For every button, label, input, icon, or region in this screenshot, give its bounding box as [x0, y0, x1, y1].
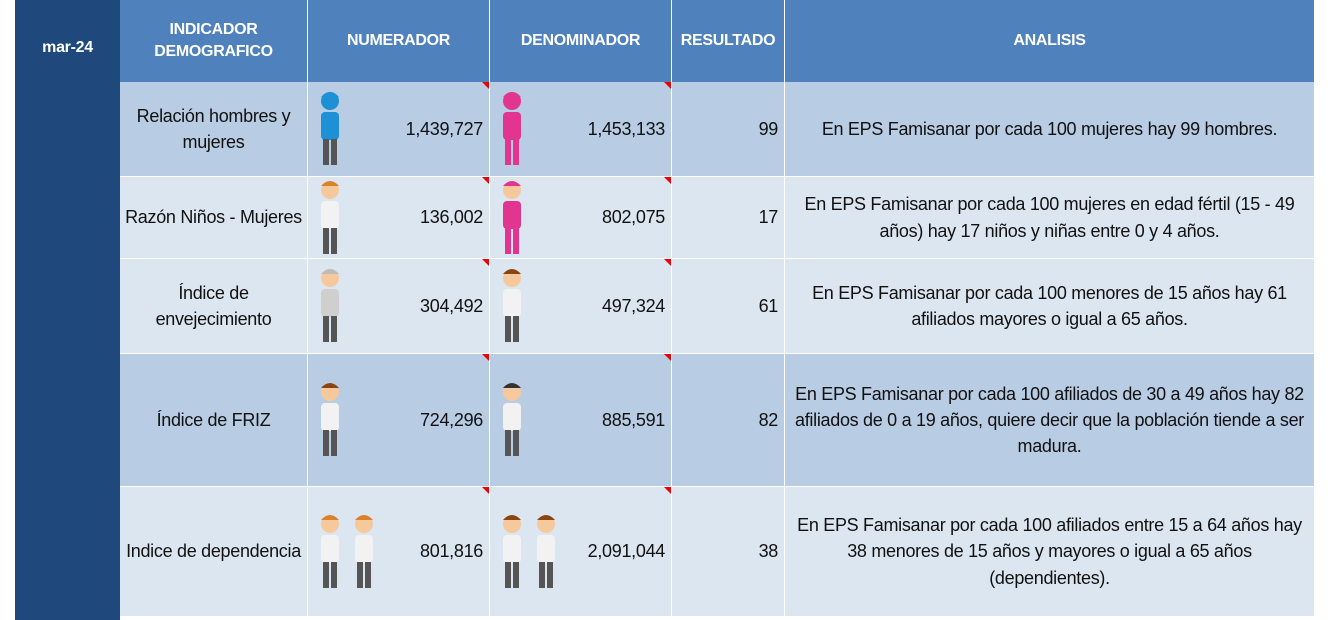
numerator: 1,439,727 [308, 82, 490, 177]
header-cell: NUMERADOR [308, 0, 490, 82]
numerator-text: 724,296 [420, 409, 483, 430]
icon [321, 180, 339, 254]
indicator-text: Razón Niños - Mujeres [125, 207, 302, 228]
comment-marker [664, 82, 671, 89]
comment-marker [664, 354, 671, 361]
comment-marker [664, 259, 671, 266]
indicator: Indice de dependencia [120, 487, 308, 617]
header-cell: ANALISIS [785, 0, 1315, 82]
analysis: En EPS Famisanar por cada 100 menores de… [785, 259, 1315, 354]
header-cell-text: INDICADOR DEMOGRAFICO [154, 20, 273, 60]
numerator-text: 1,439,727 [405, 118, 484, 139]
denominator: 497,324 [490, 259, 672, 354]
analysis-text: En EPS Famisanar por cada 100 mujeres ha… [821, 118, 1278, 139]
analysis: En EPS Famisanar por cada 100 mujeres en… [785, 177, 1315, 259]
analysis: En EPS Famisanar por cada 100 afiliados … [785, 487, 1315, 617]
numerator-text: 136,002 [420, 207, 483, 228]
result: 17 [672, 177, 785, 259]
indicator-text: Índice de envejecimiento [155, 282, 272, 329]
indicator: Relación hombres y mujeres [120, 82, 308, 177]
numerator-text: 801,816 [420, 541, 483, 562]
result: 99 [672, 82, 785, 177]
comment-marker [482, 487, 489, 494]
denominator-text: 802,075 [602, 207, 665, 228]
result: 61 [672, 259, 785, 354]
comment-marker [482, 259, 489, 266]
header-cell: RESULTADO [672, 0, 785, 82]
numerator: 801,816 [308, 487, 490, 617]
denominator-text: 497,324 [602, 295, 665, 316]
analysis-text: En EPS Famisanar por cada 100 afiliados … [797, 515, 1302, 588]
denominator-text: 2,091,044 [587, 541, 666, 562]
icon [503, 514, 555, 588]
indicator-text: Indice de dependencia [126, 541, 301, 562]
denominator: 885,591 [490, 354, 672, 487]
period: mar-24 [42, 39, 93, 56]
result-text: 61 [758, 295, 779, 316]
denominator-text: 885,591 [602, 409, 665, 430]
result-text: 99 [758, 118, 779, 139]
indicator: Índice de FRIZ [120, 354, 308, 487]
header-cell: DENOMINADOR [490, 0, 672, 82]
analysis: En EPS Famisanar por cada 100 afiliados … [785, 354, 1315, 487]
denominator: 802,075 [490, 177, 672, 259]
period-cell: mar-24 [15, 0, 120, 620]
header-cell-text: ANALISIS [1013, 31, 1086, 49]
indicator-text: Relación hombres y mujeres [136, 105, 291, 152]
result: 82 [672, 354, 785, 487]
result-text: 17 [758, 207, 779, 228]
analysis: En EPS Famisanar por cada 100 mujeres ha… [785, 82, 1315, 177]
header-cell: INDICADOR DEMOGRAFICO [120, 0, 308, 82]
result-text: 82 [758, 409, 779, 430]
icon [321, 383, 339, 456]
icon [503, 383, 521, 456]
analysis-text: En EPS Famisanar por cada 100 mujeres en… [804, 194, 1295, 241]
icon [503, 269, 521, 342]
numerator-text: 304,492 [420, 295, 483, 316]
numerator: 136,002 [308, 177, 490, 259]
denominator-text: 1,453,133 [587, 118, 666, 139]
comment-marker [664, 487, 671, 494]
icon [321, 514, 373, 588]
result: 38 [672, 487, 785, 617]
indicator: Razón Niños - Mujeres [120, 177, 308, 259]
numerator: 304,492 [308, 259, 490, 354]
icon [321, 269, 339, 342]
analysis-text: En EPS Famisanar por cada 100 afiliados … [795, 383, 1304, 457]
icon [321, 92, 339, 165]
comment-marker [482, 354, 489, 361]
header-cell-text: RESULTADO [680, 31, 776, 49]
comment-marker [482, 177, 489, 184]
indicator: Índice de envejecimiento [120, 259, 308, 354]
icon [503, 92, 521, 165]
comment-marker [664, 177, 671, 184]
comment-marker [482, 82, 489, 89]
result-text: 38 [758, 541, 779, 562]
header-cell-text: NUMERADOR [346, 31, 451, 49]
numerator: 724,296 [308, 354, 490, 487]
denominator: 1,453,133 [490, 82, 672, 177]
header-cell-text: DENOMINADOR [520, 31, 641, 49]
icon [503, 180, 521, 254]
indicator-text: Índice de FRIZ [156, 409, 271, 430]
analysis-text: En EPS Famisanar por cada 100 menores de… [812, 282, 1287, 329]
denominator: 2,091,044 [490, 487, 672, 617]
